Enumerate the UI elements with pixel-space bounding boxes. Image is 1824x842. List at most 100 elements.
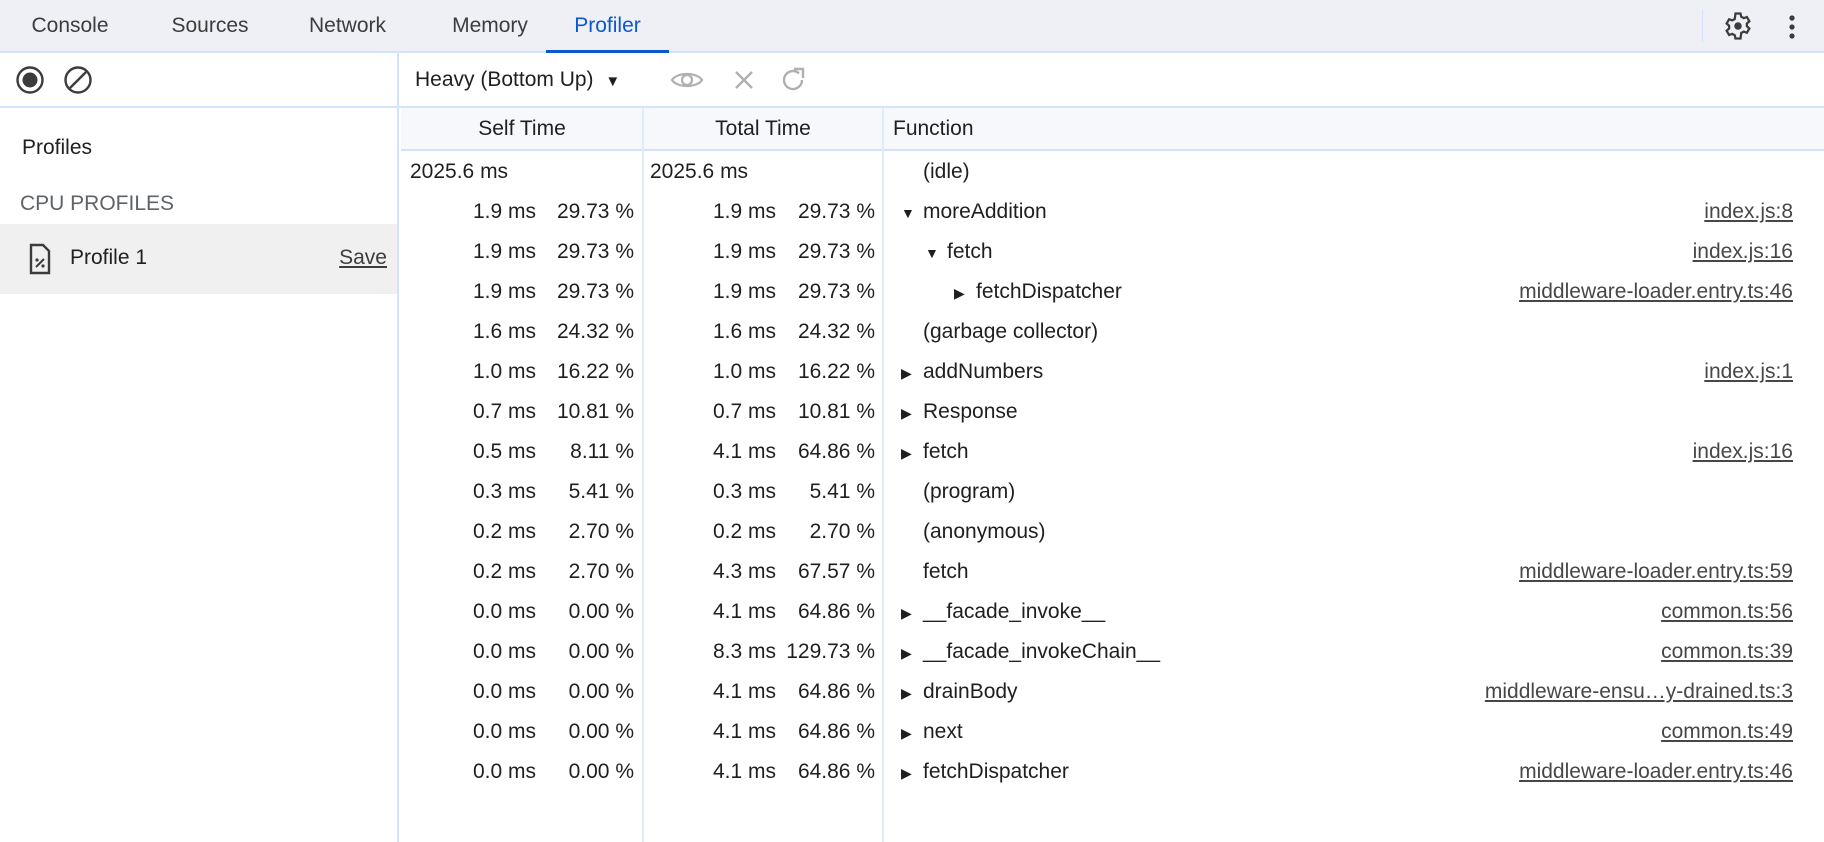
self-time-percent: 5.41 % bbox=[568, 480, 634, 503]
self-time-value: 0.0 ms bbox=[472, 760, 536, 783]
source-link[interactable]: middleware-loader.entry.ts:59 bbox=[1519, 560, 1793, 583]
save-profile-link[interactable]: Save bbox=[339, 246, 387, 269]
tab-sources[interactable]: Sources bbox=[171, 14, 249, 37]
total-time-percent: 2.70 % bbox=[809, 520, 875, 543]
tab-profiler[interactable]: Profiler bbox=[546, 0, 669, 53]
table-row[interactable]: 0.7 ms 10.81 % 0.7 ms 10.81 % ▶ Response bbox=[401, 392, 1824, 432]
tab-console[interactable]: Console bbox=[31, 14, 109, 37]
self-time-value: 0.0 ms bbox=[472, 640, 536, 663]
clear-icon[interactable] bbox=[62, 64, 94, 96]
source-link[interactable]: index.js:8 bbox=[1704, 200, 1793, 223]
table-row[interactable]: 1.9 ms 29.73 % 1.9 ms 29.73 % ▶ fetchDispatch… bbox=[401, 272, 1824, 312]
total-time-value: 4.1 ms bbox=[712, 680, 776, 703]
sidebar-item-profile-1[interactable]: Profile 1 Save bbox=[0, 224, 397, 294]
source-link[interactable]: index.js:16 bbox=[1692, 440, 1793, 463]
table-row[interactable]: 1.9 ms 29.73 % 1.9 ms 29.73 % ▼ moreAddition i… bbox=[401, 192, 1824, 232]
function-name: addNumbers bbox=[923, 360, 1044, 383]
self-time-value: 0.3 ms bbox=[472, 480, 536, 503]
function-name: fetch bbox=[923, 560, 969, 583]
tab-memory[interactable]: Memory bbox=[452, 14, 528, 37]
total-time-percent: 5.41 % bbox=[809, 480, 875, 503]
table-row[interactable]: 0.0 ms 0.00 % 4.1 ms 64.86 % ▶ fetchDispatche… bbox=[401, 752, 1824, 792]
view-mode-select[interactable]: Heavy (Bottom Up) ▼ bbox=[415, 53, 620, 106]
source-link[interactable]: common.ts:49 bbox=[1661, 720, 1793, 743]
function-name: (garbage collector) bbox=[923, 320, 1099, 343]
function-name: moreAddition bbox=[923, 200, 1047, 223]
self-time-percent: 29.73 % bbox=[556, 280, 634, 303]
total-time-value: 1.6 ms bbox=[712, 320, 776, 343]
source-link[interactable]: index.js:1 bbox=[1704, 360, 1793, 383]
cpu-profiles-heading: CPU PROFILES bbox=[20, 192, 175, 215]
restore-reload-icon[interactable] bbox=[776, 63, 810, 97]
total-time-value: 4.1 ms bbox=[712, 440, 776, 463]
exclude-x-icon[interactable] bbox=[729, 65, 759, 95]
expanded-triangle-icon[interactable]: ▼ bbox=[925, 245, 939, 261]
table-row[interactable]: 0.0 ms 0.00 % 4.1 ms 64.86 % ▶ drainBody middl… bbox=[401, 672, 1824, 712]
source-link[interactable]: common.ts:39 bbox=[1661, 640, 1793, 663]
total-time-percent: 67.57 % bbox=[797, 560, 875, 583]
function-name: next bbox=[923, 720, 963, 743]
function-name: (program) bbox=[923, 480, 1016, 503]
table-row[interactable]: 2025.6 ms 2025.6 ms (idle) bbox=[401, 152, 1824, 192]
total-time-value: 2025.6 ms bbox=[650, 160, 749, 183]
table-row[interactable]: 0.3 ms 5.41 % 0.3 ms 5.41 % (program) bbox=[401, 472, 1824, 512]
table-row[interactable]: 0.2 ms 2.70 % 4.3 ms 67.57 % fetch middleware… bbox=[401, 552, 1824, 592]
total-time-percent: 29.73 % bbox=[797, 240, 875, 263]
column-divider[interactable] bbox=[882, 108, 884, 842]
collapsed-triangle-icon[interactable]: ▶ bbox=[901, 605, 912, 621]
collapsed-triangle-icon[interactable]: ▶ bbox=[901, 725, 912, 741]
column-header-self-time[interactable]: Self Time bbox=[478, 117, 566, 140]
self-time-value: 2025.6 ms bbox=[410, 160, 509, 183]
collapsed-triangle-icon[interactable]: ▶ bbox=[901, 445, 912, 461]
column-divider[interactable] bbox=[642, 108, 644, 842]
total-time-value: 4.1 ms bbox=[712, 720, 776, 743]
self-time-percent: 2.70 % bbox=[568, 520, 634, 543]
table-row[interactable]: 0.0 ms 0.00 % 4.1 ms 64.86 % ▶ __facade_invok… bbox=[401, 592, 1824, 632]
grid-header: Self Time Total Time Function bbox=[401, 108, 1824, 151]
total-time-percent: 64.86 % bbox=[797, 600, 875, 623]
self-time-percent: 10.81 % bbox=[556, 400, 634, 423]
source-link[interactable]: middleware-ensu…y-drained.ts:3 bbox=[1484, 680, 1793, 703]
self-time-value: 0.2 ms bbox=[472, 520, 536, 543]
collapsed-triangle-icon[interactable]: ▶ bbox=[954, 285, 965, 301]
collapsed-triangle-icon[interactable]: ▶ bbox=[901, 405, 912, 421]
record-icon[interactable] bbox=[14, 64, 46, 96]
total-time-value: 4.3 ms bbox=[712, 560, 776, 583]
expanded-triangle-icon[interactable]: ▼ bbox=[901, 205, 915, 221]
tab-network[interactable]: Network bbox=[308, 14, 387, 37]
self-time-percent: 2.70 % bbox=[568, 560, 634, 583]
self-time-value: 0.5 ms bbox=[472, 440, 536, 463]
self-time-value: 0.0 ms bbox=[472, 720, 536, 743]
total-time-value: 1.9 ms bbox=[712, 240, 776, 263]
profile-view-toolbar: Heavy (Bottom Up) ▼ bbox=[399, 53, 1824, 108]
self-time-percent: 8.11 % bbox=[570, 440, 634, 463]
column-header-function[interactable]: Function bbox=[893, 117, 974, 140]
source-link[interactable]: index.js:16 bbox=[1692, 240, 1793, 263]
profiles-toolbar bbox=[0, 53, 399, 108]
total-time-percent: 64.86 % bbox=[797, 440, 875, 463]
table-row[interactable]: 1.6 ms 24.32 % 1.6 ms 24.32 % (garbage colle… bbox=[401, 312, 1824, 352]
view-mode-label: Heavy (Bottom Up) bbox=[415, 68, 594, 91]
table-row[interactable]: 0.0 ms 0.00 % 8.3 ms 129.73 % ▶ __facade_invo… bbox=[401, 632, 1824, 672]
panel-tab-bar: Console Sources Network Memory Profiler bbox=[0, 0, 1824, 53]
collapsed-triangle-icon[interactable]: ▶ bbox=[901, 365, 912, 381]
table-row[interactable]: 0.5 ms 8.11 % 4.1 ms 64.86 % ▶ fetch index.js:… bbox=[401, 432, 1824, 472]
source-link[interactable]: middleware-loader.entry.ts:46 bbox=[1519, 280, 1793, 303]
table-row[interactable]: 0.0 ms 0.00 % 4.1 ms 64.86 % ▶ next common.ts:… bbox=[401, 712, 1824, 752]
table-row[interactable]: 0.2 ms 2.70 % 0.2 ms 2.70 % (anonymous) bbox=[401, 512, 1824, 552]
source-link[interactable]: middleware-loader.entry.ts:46 bbox=[1519, 760, 1793, 783]
collapsed-triangle-icon[interactable]: ▶ bbox=[901, 765, 912, 781]
profile-label: Profile 1 bbox=[70, 246, 148, 269]
collapsed-triangle-icon[interactable]: ▶ bbox=[901, 685, 912, 701]
table-row[interactable]: 1.9 ms 29.73 % 1.9 ms 29.73 % ▼ fetch index.js… bbox=[401, 232, 1824, 272]
source-link[interactable]: common.ts:56 bbox=[1661, 600, 1793, 623]
table-row[interactable]: 1.0 ms 16.22 % 1.0 ms 16.22 % ▶ addNumbers ind… bbox=[401, 352, 1824, 392]
collapsed-triangle-icon[interactable]: ▶ bbox=[901, 645, 912, 661]
more-options-icon[interactable] bbox=[1780, 12, 1804, 42]
focus-eye-icon[interactable] bbox=[669, 63, 705, 97]
column-header-total-time[interactable]: Total Time bbox=[715, 117, 811, 140]
total-time-value: 0.2 ms bbox=[712, 520, 776, 543]
function-name: Response bbox=[923, 400, 1018, 423]
settings-gear-icon[interactable] bbox=[1722, 9, 1754, 43]
self-time-percent: 0.00 % bbox=[568, 680, 634, 703]
